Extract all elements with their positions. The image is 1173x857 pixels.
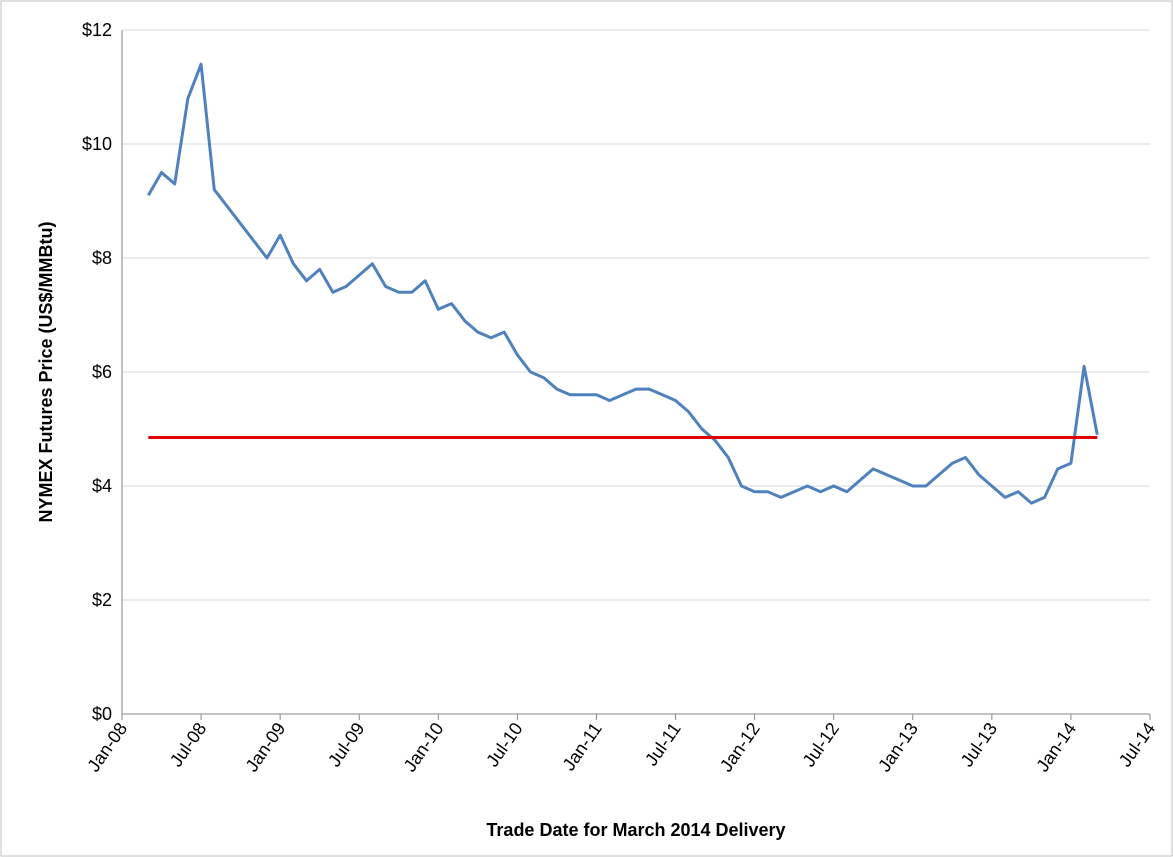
y-tick-label: $0 xyxy=(92,704,112,724)
y-tick-label: $8 xyxy=(92,248,112,268)
series-line xyxy=(147,62,1099,505)
y-axis-label: NYMEX Futures Price (US$/MMBtu) xyxy=(36,221,56,522)
y-tick-label: $6 xyxy=(92,362,112,382)
y-tick-label: $12 xyxy=(82,20,112,40)
x-axis-label: Trade Date for March 2014 Delivery xyxy=(486,820,785,840)
y-tick-label: $2 xyxy=(92,590,112,610)
y-tick-label: $10 xyxy=(82,134,112,154)
y-tick-label: $4 xyxy=(92,476,112,496)
